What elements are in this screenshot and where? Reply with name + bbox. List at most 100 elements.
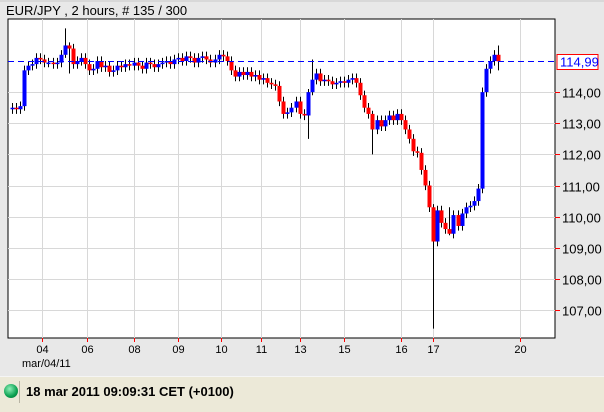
candle-body: [132, 62, 137, 66]
candle: [492, 50, 497, 66]
candle-body: [447, 229, 452, 234]
candle: [362, 90, 367, 113]
candle-body: [55, 62, 60, 65]
candle: [395, 109, 400, 125]
candle-body: [168, 61, 173, 65]
candle-body: [83, 57, 88, 65]
candle-body: [196, 57, 201, 63]
x-tick-label: 20: [514, 344, 526, 356]
candle-body: [192, 57, 197, 63]
candle: [63, 28, 68, 58]
candle-body: [184, 56, 189, 62]
candle-body: [26, 65, 31, 71]
y-tick-label: 108,00: [562, 273, 602, 288]
candle-body: [281, 101, 286, 114]
candle: [391, 110, 396, 125]
candle-body: [318, 73, 323, 82]
candle: [427, 180, 432, 212]
candle-body: [79, 57, 84, 62]
candle-body: [241, 71, 246, 76]
candle: [204, 51, 209, 65]
candle-body: [379, 120, 384, 127]
candle-body: [407, 129, 412, 139]
candle-body: [383, 120, 388, 127]
candle: [253, 70, 258, 82]
candle-body: [492, 54, 497, 62]
candle-body: [289, 107, 294, 113]
candle: [95, 56, 100, 74]
candle: [399, 109, 404, 125]
candle-body: [144, 62, 149, 69]
candle: [314, 68, 319, 85]
candle-body: [91, 68, 96, 71]
candle-body: [460, 213, 465, 226]
candle: [322, 75, 327, 86]
candle: [403, 115, 408, 135]
candle-body: [294, 101, 299, 108]
candle-body: [136, 62, 141, 66]
candle-body: [298, 101, 303, 114]
candle-body: [375, 120, 380, 130]
candlestick-chart[interactable]: 114,00 113,00 112,00 111,00 110,00 109,00 108,…: [0, 0, 604, 376]
candle-body: [176, 57, 181, 60]
y-tick-label: 109,00: [562, 242, 602, 257]
candle-body: [302, 113, 307, 116]
candle-body: [99, 61, 104, 68]
candle: [136, 57, 141, 71]
candle: [484, 64, 489, 97]
candle: [346, 75, 351, 88]
candle-body: [188, 56, 193, 58]
top-bar: [0, 0, 604, 2]
candle: [148, 57, 153, 69]
candle: [188, 51, 193, 63]
candle: [241, 67, 246, 80]
candle: [456, 210, 461, 231]
candle-body: [354, 78, 359, 83]
candle-body: [285, 112, 290, 114]
candle-body: [95, 61, 100, 69]
candle: [115, 61, 120, 76]
candle: [273, 79, 278, 91]
candle-body: [322, 79, 327, 82]
candle-body: [34, 57, 39, 65]
candle: [111, 65, 116, 77]
candle: [285, 107, 290, 119]
candle: [472, 196, 477, 211]
candle-body: [427, 185, 432, 208]
x-tick-label: 10: [215, 344, 227, 356]
candle: [83, 53, 88, 69]
candle-body: [71, 48, 76, 65]
candle-body: [415, 151, 420, 153]
y-tick-label: 111,00: [562, 180, 600, 195]
candle: [383, 115, 388, 132]
candle-body: [443, 222, 448, 230]
candle: [407, 124, 412, 144]
candle-body: [496, 54, 501, 62]
candle: [411, 134, 416, 156]
candle: [265, 73, 270, 88]
candle-body: [435, 210, 440, 242]
candle: [18, 101, 23, 114]
x-date-label: mar/04/11: [22, 358, 71, 370]
candle: [87, 59, 92, 76]
candle-body: [127, 64, 132, 66]
candle: [415, 146, 420, 158]
candle: [302, 109, 307, 121]
candle-body: [338, 81, 343, 83]
candle-body: [103, 65, 108, 68]
y-tick-label: 107,00: [562, 304, 602, 319]
candle-body: [314, 73, 319, 80]
candle: [375, 115, 380, 135]
candle: [200, 51, 205, 63]
candle-body: [484, 68, 489, 93]
plot-area: [7, 18, 556, 339]
candle-body: [59, 54, 64, 63]
candle-body: [366, 107, 371, 114]
candle: [451, 210, 456, 239]
candle: [354, 73, 359, 88]
candle-body: [411, 138, 416, 152]
candle: [435, 205, 440, 247]
candle-body: [370, 113, 375, 130]
candle: [443, 218, 448, 234]
candle: [237, 67, 242, 82]
